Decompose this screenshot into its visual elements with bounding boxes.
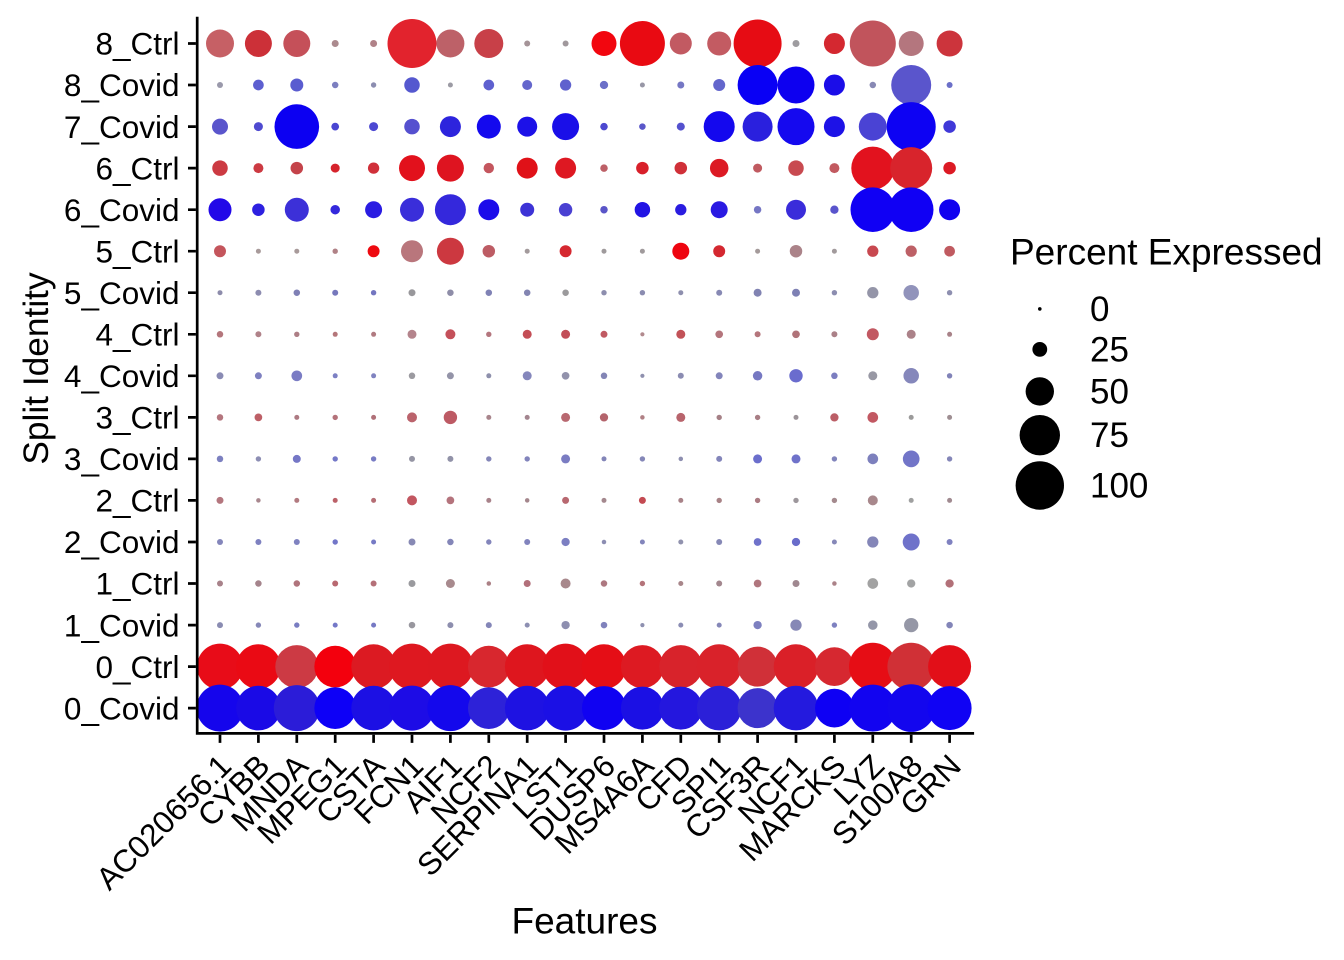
svg-text:2_Covid: 2_Covid bbox=[64, 524, 180, 560]
svg-text:Split Identity: Split Identity bbox=[17, 272, 56, 465]
svg-text:4_Covid: 4_Covid bbox=[64, 358, 180, 394]
svg-text:3_Covid: 3_Covid bbox=[64, 441, 180, 477]
svg-text:75: 75 bbox=[1090, 416, 1129, 455]
svg-text:6_Covid: 6_Covid bbox=[64, 192, 180, 228]
svg-text:1_Covid: 1_Covid bbox=[64, 607, 180, 643]
svg-text:25: 25 bbox=[1090, 330, 1129, 369]
svg-text:100: 100 bbox=[1090, 467, 1148, 506]
svg-text:3_Ctrl: 3_Ctrl bbox=[95, 400, 179, 436]
svg-text:Features: Features bbox=[511, 901, 657, 942]
svg-text:5_Covid: 5_Covid bbox=[64, 275, 180, 311]
svg-text:8_Ctrl: 8_Ctrl bbox=[95, 26, 179, 62]
svg-text:7_Covid: 7_Covid bbox=[64, 109, 180, 145]
svg-text:0: 0 bbox=[1090, 290, 1109, 329]
svg-text:5_Ctrl: 5_Ctrl bbox=[95, 233, 179, 269]
svg-text:50: 50 bbox=[1090, 372, 1129, 411]
svg-text:4_Ctrl: 4_Ctrl bbox=[95, 317, 179, 353]
svg-text:2_Ctrl: 2_Ctrl bbox=[95, 483, 179, 519]
svg-text:0_Ctrl: 0_Ctrl bbox=[95, 649, 179, 685]
svg-text:0_Covid: 0_Covid bbox=[64, 690, 180, 726]
svg-text:6_Ctrl: 6_Ctrl bbox=[95, 150, 179, 186]
svg-text:8_Covid: 8_Covid bbox=[64, 67, 180, 103]
svg-text:Percent Expressed: Percent Expressed bbox=[1010, 232, 1323, 273]
svg-text:1_Ctrl: 1_Ctrl bbox=[95, 566, 179, 602]
